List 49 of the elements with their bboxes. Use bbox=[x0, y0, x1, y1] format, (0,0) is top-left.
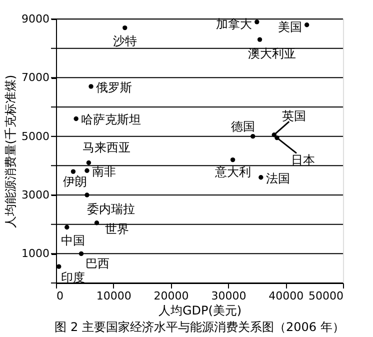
y-tick-label: 9000 bbox=[22, 12, 50, 26]
x-tick-label: 0 bbox=[56, 290, 64, 302]
point bbox=[257, 37, 262, 42]
point bbox=[64, 224, 70, 230]
point bbox=[78, 251, 84, 256]
series-label: 中国 bbox=[60, 233, 85, 248]
point bbox=[74, 116, 78, 122]
point bbox=[304, 22, 310, 28]
point bbox=[250, 134, 256, 139]
series-label: 世界 bbox=[104, 222, 129, 236]
point bbox=[122, 25, 128, 30]
point bbox=[56, 264, 62, 269]
x-tick-label: 50000 bbox=[308, 290, 344, 302]
point bbox=[84, 192, 90, 198]
series-label: 法国 bbox=[266, 171, 290, 186]
point bbox=[230, 157, 236, 162]
point bbox=[88, 84, 94, 89]
series-label: 委内瑞拉 bbox=[86, 202, 135, 216]
series-label: 马来西亚 bbox=[82, 140, 131, 155]
point bbox=[258, 175, 264, 180]
y-tick-label: 1000 bbox=[22, 247, 50, 260]
y-axis-title: 人均能源消费量(千克标准煤) bbox=[4, 74, 18, 228]
series-label: 澳大利亚 bbox=[248, 46, 296, 61]
x-tick-label: 10000 bbox=[96, 290, 132, 302]
point bbox=[254, 20, 260, 24]
x-tick-label: 30000 bbox=[211, 290, 246, 302]
x-tick-label: 20000 bbox=[154, 290, 189, 302]
series-label: 南非 bbox=[92, 164, 116, 179]
text: 图 2 主要国家经济水平与能源消费关系图（2006 年） bbox=[54, 320, 344, 334]
point bbox=[84, 168, 90, 173]
series-label: 日本 bbox=[290, 152, 315, 167]
series-label: 英国 bbox=[282, 108, 306, 123]
series-label: 意大利 bbox=[214, 164, 251, 179]
y-tick-label: 7000 bbox=[22, 71, 50, 84]
series-label: 伊朗 bbox=[63, 174, 88, 189]
series-label: 美国 bbox=[278, 20, 302, 34]
point bbox=[86, 160, 92, 166]
y-tick-label: 5000 bbox=[22, 130, 50, 143]
point bbox=[70, 169, 76, 174]
series-label: 哈萨克斯坦 bbox=[81, 112, 142, 127]
legend-label: 德国 bbox=[230, 119, 255, 134]
y-tick-label: 3000 bbox=[22, 188, 50, 202]
x-tick-label: 40000 bbox=[268, 290, 304, 302]
series-label: 沙特 bbox=[112, 34, 137, 48]
point bbox=[94, 220, 100, 226]
x-axis-title: 人均GDP(美元) bbox=[158, 304, 242, 318]
series-label: 巴西 bbox=[85, 256, 110, 271]
series-label: 印度 bbox=[60, 270, 85, 285]
series-label: 俄罗斯 bbox=[96, 80, 132, 94]
